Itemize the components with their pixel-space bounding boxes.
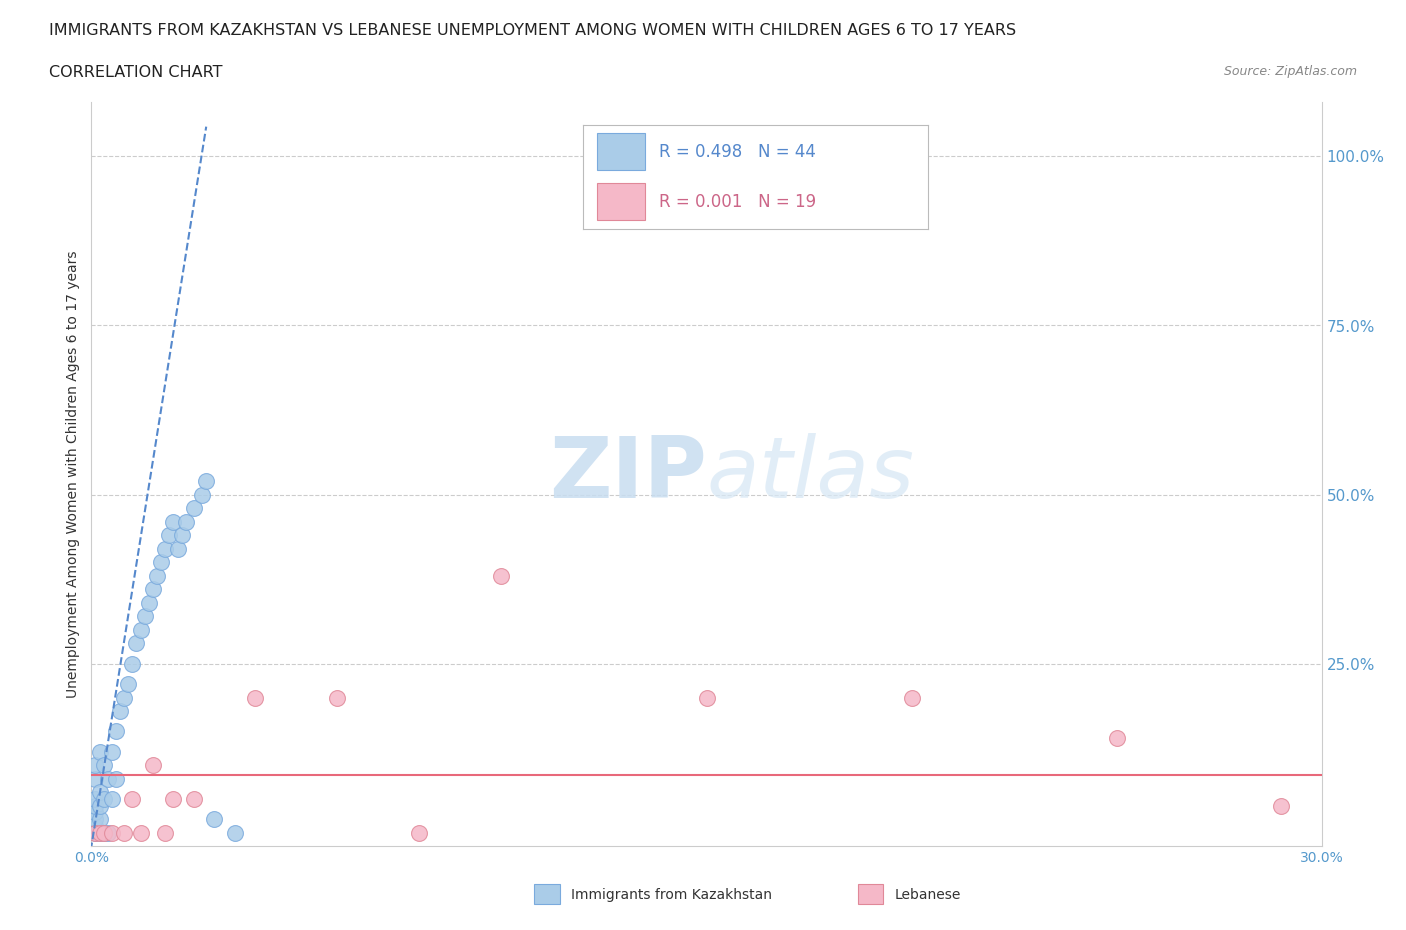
Point — [162, 514, 184, 529]
Point — [121, 657, 143, 671]
Point — [1270, 798, 1292, 813]
Point — [174, 514, 197, 529]
Y-axis label: Unemployment Among Women with Children Ages 6 to 17 years: Unemployment Among Women with Children A… — [66, 250, 80, 698]
Point — [1105, 731, 1128, 746]
Point — [84, 758, 107, 773]
Point — [491, 568, 513, 583]
Point — [129, 825, 152, 840]
Point — [93, 758, 115, 773]
Point — [191, 487, 214, 502]
Point — [84, 805, 107, 820]
Point — [97, 771, 120, 786]
Point — [129, 622, 152, 637]
Point — [125, 636, 148, 651]
Point — [408, 825, 430, 840]
Point — [162, 791, 184, 806]
Point — [84, 818, 107, 833]
Point — [89, 785, 111, 800]
Point — [153, 541, 177, 556]
Text: Immigrants from Kazakhstan: Immigrants from Kazakhstan — [571, 887, 772, 902]
Point — [93, 791, 115, 806]
Point — [121, 791, 143, 806]
Point — [138, 595, 160, 610]
Point — [112, 825, 135, 840]
Point — [183, 791, 205, 806]
Point — [157, 527, 180, 542]
Point — [150, 555, 173, 570]
Point — [105, 724, 127, 738]
Point — [153, 825, 177, 840]
Point — [105, 771, 127, 786]
Point — [84, 771, 107, 786]
Text: CORRELATION CHART: CORRELATION CHART — [49, 65, 222, 80]
Point — [112, 690, 135, 705]
Text: Source: ZipAtlas.com: Source: ZipAtlas.com — [1223, 65, 1357, 78]
Point — [134, 609, 156, 624]
Point — [84, 798, 107, 813]
Point — [89, 825, 111, 840]
Point — [108, 704, 131, 719]
Point — [142, 758, 165, 773]
Point — [89, 825, 111, 840]
Point — [326, 690, 349, 705]
Point — [101, 744, 124, 759]
Point — [166, 541, 188, 556]
Point — [93, 825, 115, 840]
Point — [245, 690, 267, 705]
Text: Lebanese: Lebanese — [894, 887, 960, 902]
Point — [146, 568, 169, 583]
Point — [84, 791, 107, 806]
Point — [89, 744, 111, 759]
Text: atlas: atlas — [706, 432, 914, 516]
Point — [89, 812, 111, 827]
Point — [84, 812, 107, 827]
Text: R = 0.001   N = 19: R = 0.001 N = 19 — [659, 193, 817, 211]
Point — [84, 825, 107, 840]
Point — [202, 812, 225, 827]
Text: IMMIGRANTS FROM KAZAKHSTAN VS LEBANESE UNEMPLOYMENT AMONG WOMEN WITH CHILDREN AG: IMMIGRANTS FROM KAZAKHSTAN VS LEBANESE U… — [49, 23, 1017, 38]
Point — [900, 690, 922, 705]
Point — [117, 676, 139, 691]
Text: R = 0.498   N = 44: R = 0.498 N = 44 — [659, 142, 815, 161]
Point — [101, 825, 124, 840]
Point — [84, 825, 107, 840]
Point — [97, 825, 120, 840]
Text: ZIP: ZIP — [548, 432, 706, 516]
Bar — [598, 133, 645, 170]
Point — [695, 690, 717, 705]
Point — [142, 582, 165, 597]
Point — [93, 825, 115, 840]
Point — [101, 791, 124, 806]
Point — [89, 798, 111, 813]
Point — [224, 825, 246, 840]
Point — [170, 527, 193, 542]
Point — [183, 500, 205, 515]
Bar — [598, 183, 645, 220]
Point — [195, 473, 218, 488]
